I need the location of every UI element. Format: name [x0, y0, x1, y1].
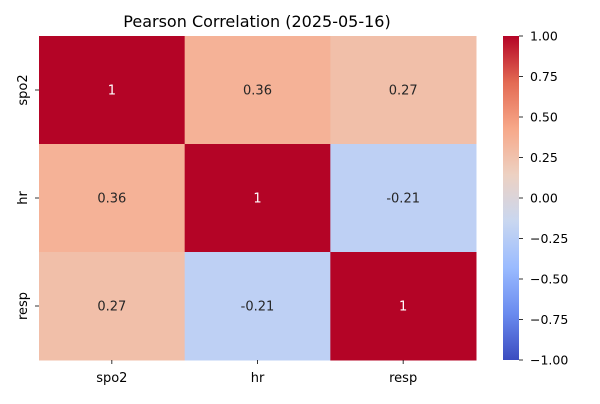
heatmap-cell-spo2-hr	[184, 36, 331, 145]
y-tick-label-resp: resp	[16, 292, 31, 320]
x-tick-label-resp: resp	[389, 371, 417, 386]
colorbar-bar	[503, 36, 519, 360]
heatmap-cell-hr-resp	[330, 144, 477, 253]
heatmap-cell-hr-hr	[184, 144, 331, 253]
cell-label-hr-spo2: 0.36	[97, 192, 126, 207]
cell-label-resp-hr: -0.21	[241, 300, 275, 315]
colorbar-tick-label: −1.00	[530, 353, 568, 368]
x-axis: spo2 hr resp	[96, 360, 417, 386]
y-tick-label-spo2: spo2	[16, 74, 31, 105]
colorbar-tick-label: 0.00	[530, 191, 558, 206]
colorbar-tick-label: 0.50	[530, 110, 558, 125]
cell-label-hr-hr: 1	[253, 192, 261, 207]
cell-label-spo2-spo2: 1	[108, 84, 116, 99]
cell-label-hr-resp: -0.21	[386, 192, 420, 207]
heatmap-cell-spo2-spo2	[39, 36, 186, 145]
heatmap-cell-spo2-resp	[330, 36, 477, 145]
colorbar-tick-label: 0.25	[530, 150, 558, 165]
colorbar-tick-label: −0.50	[530, 272, 568, 287]
colorbar-tick-label: −0.25	[530, 231, 568, 246]
heatmap-cell-resp-resp	[330, 252, 477, 361]
heatmap-cell-resp-hr	[184, 252, 331, 361]
x-tick-label-spo2: spo2	[96, 371, 127, 386]
heatmap-cells	[39, 36, 477, 361]
colorbar-tick-label: 1.00	[530, 29, 558, 44]
cell-label-resp-spo2: 0.27	[97, 300, 126, 315]
colorbar-ticks: 1.00 0.75 0.50 0.25 0.00 −0.25 −0.50 −0.75 −1.00	[519, 29, 568, 368]
y-tick-label-hr: hr	[16, 191, 31, 205]
heatmap-annotations: 1 0.36 0.27 0.36 1 -0.21 0.27 -0.21 1	[97, 84, 420, 315]
heatmap-cell-resp-spo2	[39, 252, 186, 361]
x-tick-label-hr: hr	[251, 371, 265, 386]
cell-label-spo2-resp: 0.27	[389, 84, 418, 99]
colorbar-tick-label: 0.75	[530, 69, 558, 84]
cell-label-resp-resp: 1	[399, 300, 407, 315]
colorbar-tick-label: −0.75	[530, 312, 568, 327]
y-axis: spo2 hr resp	[16, 74, 39, 320]
heatmap-cell-hr-spo2	[39, 144, 186, 253]
cell-label-spo2-hr: 0.36	[243, 84, 272, 99]
chart-title: Pearson Correlation (2025-05-16)	[123, 12, 390, 31]
colorbar: 1.00 0.75 0.50 0.25 0.00 −0.25 −0.50 −0.75 −1.00	[503, 29, 568, 368]
